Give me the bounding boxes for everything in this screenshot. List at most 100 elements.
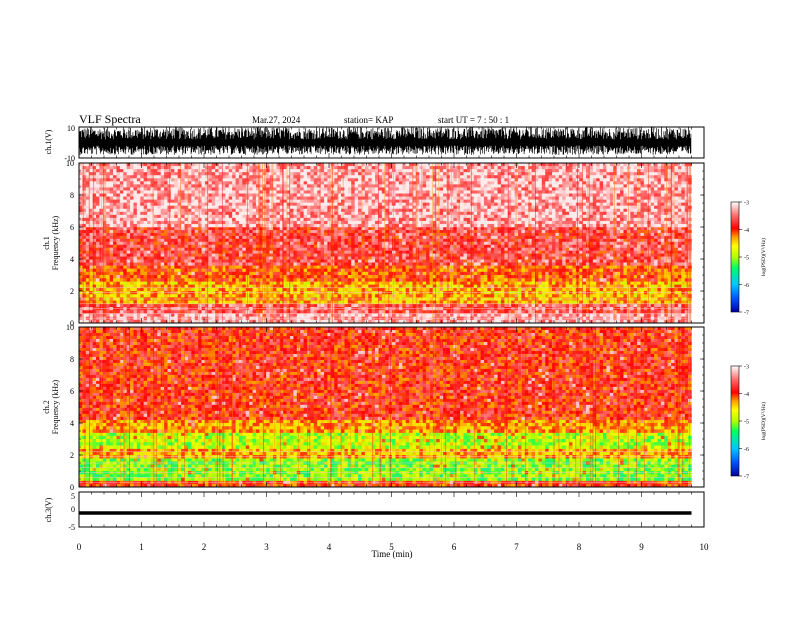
- spectrogram-cell: [558, 319, 563, 323]
- spectrogram-cell: [201, 284, 206, 289]
- spectrogram-cell: [221, 275, 226, 279]
- spectrogram-cell: [259, 284, 264, 289]
- spectrogram-cell: [592, 287, 597, 292]
- spectrogram-cell: [140, 250, 144, 254]
- spectrogram-cell: [174, 256, 178, 260]
- spectrogram-cell: [419, 238, 423, 243]
- spectrogram-cell: [181, 241, 185, 246]
- spectrogram-cell: [606, 294, 611, 298]
- spectrogram-cell: [303, 284, 308, 289]
- spectrogram-cell: [116, 294, 121, 298]
- spectrogram-cell: [531, 284, 536, 289]
- spectrogram-cell: [538, 310, 543, 314]
- spectrogram-cell: [181, 238, 185, 243]
- spectrogram-cell: [483, 232, 488, 237]
- spectrogram-cell: [157, 250, 161, 254]
- spectrogram-cell: [351, 241, 355, 246]
- spectrogram-cell: [412, 253, 417, 257]
- spectrogram-cell: [422, 238, 427, 243]
- spectrogram-cell: [412, 310, 417, 314]
- spectrogram-cell: [494, 253, 498, 257]
- spectrogram-cell: [296, 235, 301, 240]
- spectrogram-cell: [592, 313, 597, 317]
- spectrogram-cell: [215, 238, 219, 243]
- spectrogram-cell: [412, 244, 417, 248]
- spectrogram-cell: [569, 271, 573, 276]
- spectrogram-cell: [470, 232, 475, 237]
- spectrogram-cell: [119, 229, 124, 234]
- spectrogram-cell: [681, 268, 685, 273]
- spectrogram-cell: [296, 232, 301, 237]
- spectrogram-cell: [164, 262, 168, 266]
- spectrogram-cell: [579, 313, 583, 317]
- spectrogram-cell: [487, 284, 492, 289]
- spectrogram-cell: [123, 275, 127, 279]
- spectrogram-cell: [317, 300, 321, 305]
- spectrogram-cell: [153, 232, 158, 237]
- spectrogram-cell: [620, 310, 624, 314]
- spectrogram-cell: [490, 278, 495, 282]
- spectrogram-cell: [443, 303, 447, 308]
- spectrogram-cell: [358, 271, 362, 276]
- spectrogram-cell: [497, 232, 502, 237]
- spectrogram-cell: [409, 238, 413, 243]
- spectrogram-cell: [361, 313, 366, 317]
- spectrogram-cell: [337, 281, 342, 285]
- spectrogram-cell: [477, 256, 481, 260]
- spectrogram-cell: [225, 229, 230, 234]
- spectrogram-cell: [293, 259, 298, 263]
- spectrogram-cell: [327, 268, 332, 273]
- spectrogram-cell: [79, 256, 83, 260]
- spectrogram-cell: [507, 259, 512, 263]
- spectrogram-cell: [116, 271, 121, 276]
- spectrogram-cell: [136, 256, 141, 260]
- spectrogram-cell: [436, 303, 440, 308]
- spectrogram-cell: [235, 313, 240, 317]
- spectrogram-cell: [147, 227, 151, 231]
- spectrogram-cell: [286, 287, 291, 292]
- station-label: station= KAP: [344, 115, 393, 125]
- spectrogram-cell: [650, 268, 655, 273]
- spectrogram-cell: [603, 278, 607, 282]
- spectrogram-cell: [609, 268, 614, 273]
- spectrogram-cell: [521, 278, 526, 282]
- spectrogram-cell: [534, 294, 539, 298]
- spectrogram-cell: [507, 278, 512, 282]
- spectrogram-cell: [463, 287, 468, 292]
- spectrogram-cell: [657, 294, 662, 298]
- spectrogram-cell: [303, 287, 308, 292]
- spectrogram-cell: [320, 268, 325, 273]
- spectrogram-cell: [381, 275, 386, 279]
- spectrogram-cell: [395, 287, 400, 292]
- spectrogram-cell: [293, 278, 298, 282]
- spectrogram-cell: [630, 284, 634, 289]
- spectrogram-cell: [276, 235, 281, 240]
- spectrogram-cell: [310, 253, 315, 257]
- spectrogram-cell: [276, 275, 281, 279]
- spectrogram-cell: [283, 319, 287, 323]
- spectrogram-cell: [480, 256, 485, 260]
- spectrogram-cell: [82, 300, 87, 305]
- spectrogram-cell: [654, 300, 658, 305]
- spectrogram-cell: [303, 253, 308, 257]
- spectrogram-cell: [85, 278, 90, 282]
- spectrogram-cell: [439, 300, 444, 305]
- spectrogram-cell: [613, 278, 617, 282]
- spectrogram-cell: [276, 262, 281, 266]
- spectrogram-cell: [164, 247, 168, 251]
- spectrogram-cell: [119, 241, 124, 246]
- spectrogram-cell: [429, 278, 434, 282]
- spectrogram-cell: [660, 268, 665, 273]
- spectrogram-cell: [405, 281, 410, 285]
- spectrogram-cell: [187, 238, 192, 243]
- spectrogram-cell: [249, 259, 253, 263]
- spectrogram-cell: [85, 247, 90, 251]
- spectrogram-cell: [310, 238, 315, 243]
- spectrogram-cell: [279, 284, 284, 289]
- spectrogram-cell: [147, 319, 151, 323]
- spectrogram-cell: [364, 303, 369, 308]
- spectrogram-cell: [606, 281, 611, 285]
- spectrogram-cell: [92, 229, 97, 234]
- spectrogram-cell: [109, 253, 114, 257]
